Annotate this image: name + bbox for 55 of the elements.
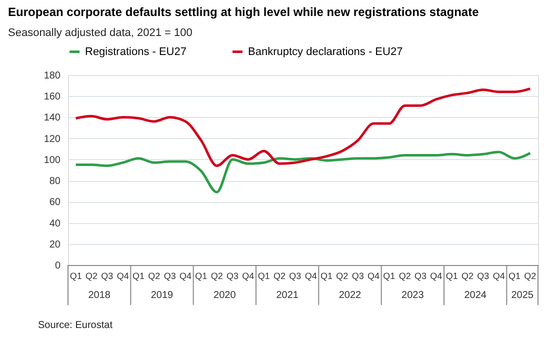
- x-tick-label: Q2: [85, 271, 98, 281]
- x-tick-label: Q1: [508, 271, 521, 281]
- y-tick-label: 140: [44, 112, 61, 124]
- y-tick-label: 40: [49, 218, 61, 230]
- line-series: [74, 87, 532, 168]
- y-tick-label: 180: [44, 70, 61, 82]
- chart-title: European corporate defaults settling at high level while new registrations stagnate: [8, 5, 480, 19]
- x-tick-label: Q3: [226, 271, 239, 281]
- x-tick-label: Q2: [398, 271, 411, 281]
- text: 2025: [511, 290, 534, 301]
- y-tick-label: 100: [44, 154, 61, 166]
- x-tick-label: Q1: [383, 271, 396, 281]
- x-tick-label: Q1: [258, 271, 270, 281]
- legend-label: Bankruptcy declarations - EU27: [248, 46, 403, 58]
- x-tick-label: Q4: [367, 271, 380, 281]
- x-tick-label: Q4: [116, 271, 129, 281]
- text: 2022: [338, 290, 362, 301]
- x-tick-label: Q4: [179, 271, 192, 281]
- x-tick-label: Q4: [304, 271, 317, 281]
- x-tick-label: Q1: [320, 271, 333, 281]
- x-tick-label: Q4: [492, 271, 505, 281]
- x-tick-label: Q2: [148, 271, 160, 281]
- x-tick-label: Q3: [164, 271, 176, 281]
- text: 2018: [88, 290, 111, 301]
- line-series: [74, 150, 532, 194]
- x-tick-label: Q3: [101, 271, 114, 281]
- y-tick-label: 20: [49, 239, 61, 250]
- x-tick-label: Q2: [336, 271, 348, 281]
- y-tick-label: 60: [49, 197, 61, 208]
- text: 2020: [214, 290, 236, 301]
- y-tick-label: 80: [49, 176, 61, 188]
- y-tick-label: 160: [44, 92, 61, 103]
- x-tick-label: Q4: [430, 271, 442, 281]
- x-tick-label: Q3: [352, 271, 364, 281]
- text: 2019: [150, 290, 174, 301]
- x-tick-label: Q3: [477, 271, 490, 281]
- text: 2023: [402, 290, 424, 301]
- x-tick-label: Q2: [461, 271, 474, 281]
- y-tick-label: 120: [44, 134, 61, 145]
- x-tick-label: Q1: [70, 271, 82, 281]
- x-tick-label: Q1: [446, 271, 458, 281]
- y-tick-label: 0: [54, 260, 61, 272]
- legend-label: Registrations - EU27: [85, 46, 186, 58]
- text: 2024: [464, 290, 487, 301]
- x-tick-label: Q2: [273, 271, 286, 281]
- x-tick-label: Q3: [289, 271, 302, 281]
- x-tick-label: Q2: [210, 271, 223, 281]
- text: 2021: [276, 290, 299, 301]
- x-tick-label: Q4: [242, 271, 254, 281]
- x-tick-label: Q2: [524, 271, 536, 281]
- x-tick-label: Q1: [195, 271, 208, 281]
- chart-subtitle: Seasonally adjusted data, 2021 = 100: [8, 27, 192, 39]
- source-note: Source: Eurostat: [38, 320, 113, 331]
- x-tick-label: Q3: [414, 271, 427, 281]
- x-tick-label: Q1: [132, 271, 145, 281]
